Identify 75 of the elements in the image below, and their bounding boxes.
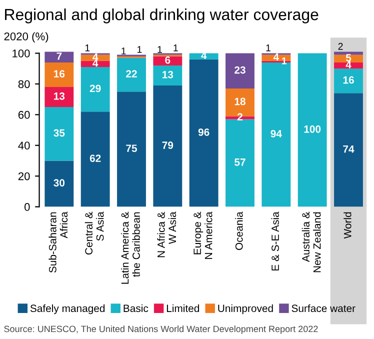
bar [153,85,182,207]
data-label: 1 [122,48,126,54]
data-label: 96 [198,128,210,136]
data-label: 1 [282,58,287,64]
data-label: 1 [137,46,142,53]
legend-label: Safely managed [30,304,105,314]
data-label: 2 [338,42,343,50]
data-label: 29 [90,84,101,92]
data-label: 57 [234,158,246,166]
x-tick-label: Australia & New Zealand [302,212,321,272]
x-tick-label: Europe & N America [194,212,212,259]
data-label: 79 [162,142,174,149]
data-label: 1 [266,44,270,52]
bar [44,87,74,107]
data-label: 4 [273,53,280,61]
data-label: 16 [54,70,65,78]
data-label: 16 [343,76,354,84]
bar [117,58,146,92]
bar [153,66,182,86]
chart-subtitle: 2020 (%) [4,32,48,43]
data-label: 23 [234,66,246,74]
data-label: 1 [158,46,162,53]
bar [189,59,218,207]
data-label: 74 [343,146,354,153]
data-label: 2 [237,113,242,120]
bar [80,60,110,68]
data-label: 13 [162,70,174,78]
legend-label: Basic [124,304,148,312]
x-tick-label: Oceania [235,212,243,250]
legend-label: Surface water [292,304,356,312]
legend-label: Limited [166,304,200,312]
bar [298,53,327,207]
bar [226,119,254,207]
data-label: 22 [126,70,137,78]
bar [189,53,218,60]
source-note: Source: UNESCO, The United Nations World Water Development Report 2022 [4,326,318,334]
data-label: 6 [165,56,170,64]
bar [80,67,110,112]
x-tick-label: N Africa & W Asia [157,212,176,258]
data-label: 1 [85,44,90,52]
data-label: 5 [346,54,352,62]
bar [117,92,146,207]
y-tick-label: 40 [18,142,30,150]
data-label: 30 [54,179,65,187]
x-tick-label: World [344,212,352,239]
bar [80,112,110,207]
data-label: 94 [270,130,282,138]
data-label: 4 [346,61,352,68]
bar [44,52,74,62]
x-tick-label: E & S-E Asia [271,212,279,270]
bar [334,68,363,94]
bar [334,52,363,55]
y-tick-label: 0 [24,203,30,211]
data-label: 18 [234,98,246,106]
bar [44,106,74,161]
data-label: 13 [54,92,65,100]
x-tick-label: Latin America & the Caribbean [121,212,140,284]
bar [44,160,74,207]
data-label: 1 [174,44,178,52]
chart-title: Regional and global drinking water coverage [5,8,318,24]
x-tick-label: Sub-Saharan Africa [48,212,68,273]
bar [44,62,74,88]
bar [153,56,182,66]
y-tick-label: 80 [18,80,30,88]
y-tick-label: 20 [18,172,30,180]
data-label: 100 [304,125,321,133]
data-label: 75 [126,144,137,152]
bar [226,53,254,89]
y-tick-label: 100 [12,50,30,58]
y-tick-label: 60 [18,110,30,119]
x-tick-label: Central & S Asia [84,212,104,255]
data-label: 7 [56,52,62,60]
data-label: 35 [54,129,65,137]
data-label: 62 [90,154,101,162]
legend-label: Unimproved [218,304,273,314]
